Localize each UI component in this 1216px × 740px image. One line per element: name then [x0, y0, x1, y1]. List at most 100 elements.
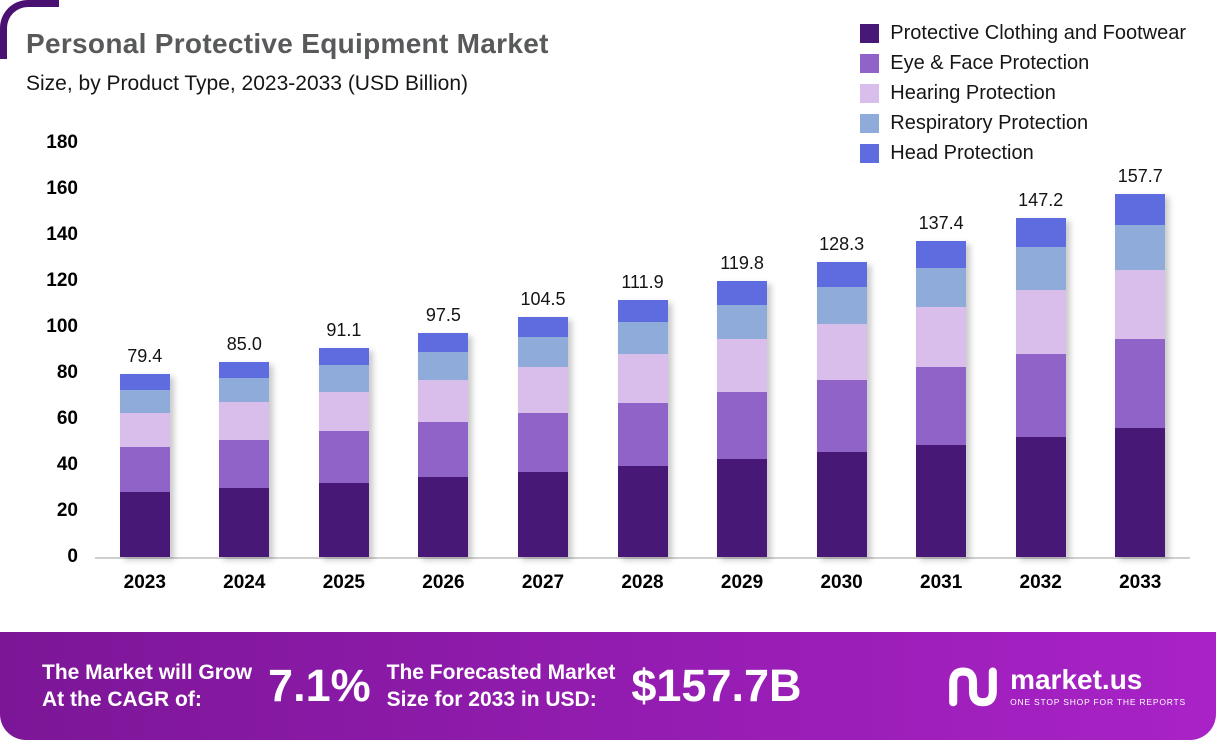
bar-column-2028: 111.9 [593, 272, 693, 557]
bar-column-2032: 147.2 [991, 190, 1091, 557]
y-tick-120: 120 [46, 270, 78, 291]
cagr-value: 7.1% [268, 660, 371, 711]
legend-swatch [860, 114, 880, 133]
bar-2025 [318, 347, 369, 557]
x-axis: 2023 2024 2025 2026 2027 2028 2029 2030 2031 2032… [95, 572, 1190, 594]
bar-segment [119, 374, 170, 390]
bar-segment [219, 402, 270, 440]
y-tick-0: 0 [67, 546, 78, 567]
bar-segment [617, 321, 668, 354]
legend-label: Head Protection [890, 142, 1034, 164]
bar-segment [318, 365, 369, 392]
cagr-label: The Market will Grow At the CAGR of: [42, 659, 252, 713]
bar-column-2031: 137.4 [891, 213, 991, 557]
banner: The Market will Grow At the CAGR of: 7.1… [0, 632, 1216, 740]
logo-text: market.us [1010, 664, 1143, 695]
bar-total-label-2033: 157.7 [1117, 166, 1163, 187]
bar-column-2026: 97.5 [394, 305, 494, 557]
y-tick-100: 100 [46, 316, 78, 337]
x-label-2033: 2033 [1119, 572, 1162, 593]
bar-segment [717, 391, 768, 460]
legend-item: Head Protection [860, 142, 1186, 165]
bar-2030 [816, 261, 867, 557]
bar-segment [916, 367, 967, 445]
bar-column-2027: 104.5 [493, 289, 593, 557]
chart-area: 0 20 40 60 80 100 120 140 160 180 79.4 85.0 91.1 97.… [46, 132, 1190, 594]
bar-segment [119, 412, 170, 448]
bar-segment [617, 465, 668, 557]
bar-segment [418, 332, 469, 352]
bar-segment [517, 316, 568, 337]
bar-total-label-2029: 119.8 [720, 253, 764, 274]
bar-segment [219, 378, 270, 403]
bar-total-label-2028: 111.9 [621, 271, 664, 292]
bar-2028 [617, 299, 668, 557]
x-label-2023: 2023 [123, 572, 166, 593]
legend-item: Respiratory Protection [860, 112, 1186, 135]
y-tick-40: 40 [56, 454, 78, 475]
forecast-label-line2: Size for 2033 in USD: [386, 688, 597, 711]
bar-segment [119, 492, 170, 557]
bar-segment [916, 241, 967, 268]
bar-column-2025: 91.1 [294, 320, 394, 557]
legend-label: Eye & Face Protection [890, 52, 1090, 74]
legend: Protective Clothing and Footwear Eye & Fa… [860, 22, 1186, 172]
legend-swatch [860, 24, 880, 43]
forecast-label-line1: The Forecasted Market [386, 661, 616, 684]
y-tick-20: 20 [56, 500, 78, 521]
bar-2032 [1015, 218, 1066, 557]
bar-segment [916, 307, 967, 368]
bar-segment [418, 477, 469, 557]
bar-segment [1015, 289, 1066, 354]
bar-2033 [1115, 194, 1166, 557]
bar-segment [617, 353, 668, 403]
bar-segment [717, 459, 768, 557]
bar-segment [318, 482, 369, 557]
bar-total-label-2026: 97.5 [425, 304, 461, 325]
bar-segment [1115, 225, 1166, 271]
bar-segment [219, 439, 270, 488]
bar-segment [916, 267, 967, 308]
bar-segment [717, 339, 768, 392]
bar-2029 [717, 281, 768, 557]
bar-segment [517, 336, 568, 368]
legend-swatch [860, 84, 880, 103]
bar-segment [219, 361, 270, 379]
bar-segment [617, 402, 668, 466]
page-title: Personal Protective Equipment Market [26, 28, 549, 59]
legend-swatch [860, 54, 880, 73]
legend-label: Respiratory Protection [890, 112, 1089, 134]
bar-segment [1015, 353, 1066, 437]
logo-tagline: ONE STOP SHOP FOR THE REPORTS [1010, 697, 1186, 707]
bar-segment [1115, 194, 1166, 226]
bar-total-label-2032: 147.2 [1018, 190, 1064, 211]
corner-accent [0, 0, 59, 59]
x-label-2032: 2032 [1019, 572, 1062, 593]
bar-2027 [517, 316, 568, 557]
legend-label: Hearing Protection [890, 82, 1056, 104]
bar-total-label-2030: 128.3 [819, 233, 865, 254]
market-us-logo-icon [946, 663, 1000, 709]
y-tick-140: 140 [46, 224, 78, 245]
plot-area: 79.4 85.0 91.1 97.5 104.5 111.9 119.8 128.3 137.… [95, 143, 1190, 559]
bar-total-label-2023: 79.4 [127, 346, 163, 367]
legend-label: Protective Clothing and Footwear [890, 22, 1186, 44]
bar-segment [517, 367, 568, 413]
forecast-label: The Forecasted Market Size for 2033 in U… [387, 659, 616, 713]
bar-segment [1115, 339, 1166, 429]
y-tick-160: 160 [46, 178, 78, 199]
bar-segment [517, 412, 568, 472]
market-us-logo: market.us ONE STOP SHOP FOR THE REPORTS [946, 663, 1186, 709]
forecast-value: $157.7B [631, 660, 802, 711]
x-label-2026: 2026 [422, 572, 465, 593]
bar-total-label-2024: 85.0 [226, 333, 262, 354]
y-tick-60: 60 [56, 408, 78, 429]
bar-segment [318, 391, 369, 432]
x-label-2027: 2027 [521, 572, 565, 593]
bar-segment [1015, 218, 1066, 248]
bar-segment [219, 487, 270, 557]
x-label-2024: 2024 [223, 572, 266, 593]
x-label-2028: 2028 [621, 572, 664, 593]
bar-segment [318, 347, 369, 366]
